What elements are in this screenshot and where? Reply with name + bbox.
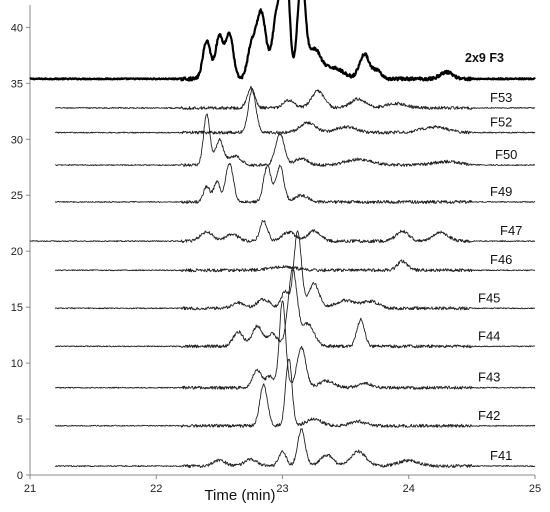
y-tick-label: 30	[11, 134, 23, 146]
trace-line-f49	[54, 163, 536, 204]
trace-line-f43	[54, 300, 536, 390]
trace-label-group: 2x9 F3 F53 F52 F50 F49 F47 F46 F45 F44 F43 F42 F41	[465, 51, 522, 463]
trace-line-f42	[54, 358, 536, 428]
trace-label: F43	[478, 370, 500, 385]
y-tick-label: 0	[17, 470, 23, 482]
trace-line-f53	[54, 86, 536, 110]
y-tick-label: 20	[11, 246, 23, 258]
x-axis-title: Time (min)	[204, 487, 275, 504]
trace-line-2x9-f3	[29, 0, 536, 82]
x-tick-label: 23	[276, 483, 288, 495]
y-tick-group: 0 5 10 15 20 25 30 35 40	[11, 22, 30, 482]
trace-label: F49	[490, 184, 512, 199]
trace-line-f47	[29, 220, 536, 244]
trace-label: F52	[490, 115, 512, 130]
y-tick-label: 40	[11, 22, 23, 34]
y-tick-label: 15	[11, 302, 23, 314]
trace-line-f46	[54, 259, 535, 273]
x-tick-label: 24	[403, 483, 415, 495]
x-tick-label: 22	[150, 483, 162, 495]
trace-line-f44	[55, 267, 536, 349]
trace-label: 2x9 F3	[465, 51, 504, 65]
trace-line-f50	[55, 113, 536, 168]
trace-label: F45	[478, 290, 500, 305]
x-tick-label: 21	[24, 483, 36, 495]
trace-label: F46	[490, 252, 512, 267]
y-tick-label: 5	[17, 414, 23, 426]
y-tick-label: 10	[11, 358, 23, 370]
x-tick-label: 25	[529, 483, 541, 495]
x-tick-group: 21 22 23 24 25	[24, 475, 541, 495]
axes	[29, 5, 535, 476]
trace-line-f45	[54, 230, 536, 311]
trace-line-f52	[55, 88, 536, 135]
trace-label: F44	[478, 328, 500, 343]
trace-label: F47	[500, 223, 522, 238]
trace-label: F42	[478, 408, 500, 423]
trace-label: F50	[495, 147, 517, 162]
y-tick-label: 25	[11, 190, 23, 202]
y-tick-label: 35	[11, 78, 23, 90]
trace-group	[29, 0, 536, 469]
trace-line-f41	[54, 428, 536, 469]
trace-label: F41	[490, 448, 512, 463]
trace-label: F53	[490, 90, 512, 105]
